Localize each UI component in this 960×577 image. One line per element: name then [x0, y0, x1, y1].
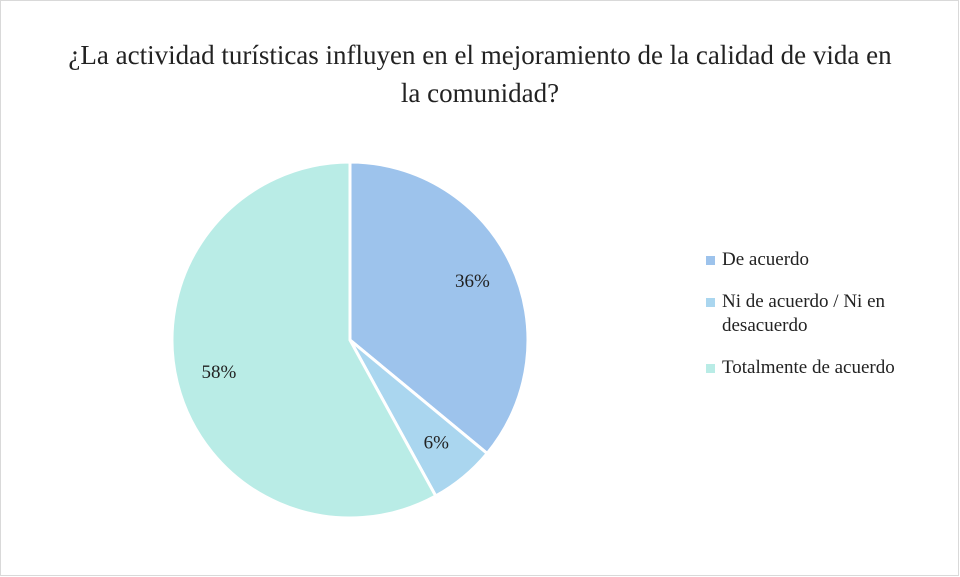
legend: De acuerdo Ni de acuerdo / Ni en desacuer…	[706, 248, 946, 398]
legend-swatch	[706, 256, 715, 265]
legend-label: Totalmente de acuerdo	[722, 357, 895, 378]
legend-item: Ni de acuerdo / Ni en desacuerdo	[706, 290, 946, 338]
legend-label: De acuerdo	[722, 249, 810, 270]
pie-slice	[348, 160, 530, 456]
data-label: 36%	[455, 271, 490, 292]
data-label: 58%	[202, 362, 237, 383]
legend-swatch	[706, 364, 715, 373]
legend-item: De acuerdo	[706, 248, 946, 272]
chart-title: ¿La actividad turísticas influyen en el …	[68, 40, 892, 108]
legend-swatch	[706, 298, 715, 307]
data-label: 6%	[424, 433, 450, 454]
pie-slice	[170, 160, 438, 520]
legend-item: Totalmente de acuerdo	[706, 356, 946, 380]
legend-label: Ni de acuerdo / Ni en desacuerdo	[722, 291, 886, 336]
